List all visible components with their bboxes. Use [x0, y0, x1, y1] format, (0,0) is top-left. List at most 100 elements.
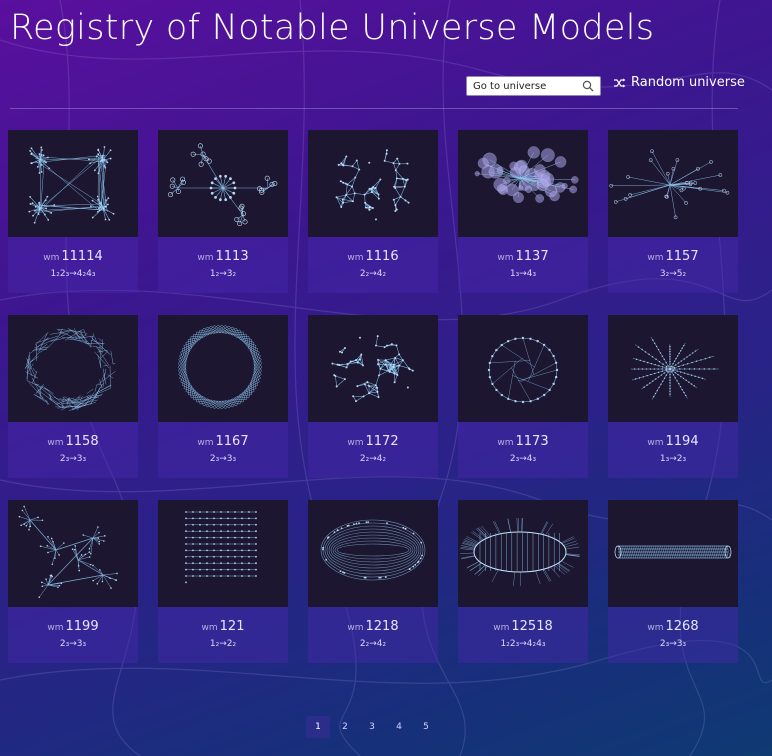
- pagination: 1 2 3 4 5: [306, 716, 441, 738]
- universe-rule-signature: 2₃→3₃: [659, 639, 687, 649]
- universe-prefix: wm: [197, 253, 214, 263]
- universe-rule-signature: 1₂→2₂: [209, 639, 237, 649]
- universe-number: 1218: [365, 619, 399, 634]
- universe-prefix: wm: [47, 438, 64, 448]
- universe-thumbnail[interactable]: [8, 130, 138, 237]
- universe-card-1157[interactable]: wm 1157 3₂→5₂: [608, 130, 738, 293]
- universe-thumbnail[interactable]: [158, 130, 288, 237]
- universe-card-1113[interactable]: wm 1113 1₂→3₂: [158, 130, 288, 293]
- universe-rule-signature: 2₃→3₃: [59, 454, 87, 464]
- universe-thumbnail[interactable]: [608, 130, 738, 237]
- universe-id: wm 11114: [8, 249, 138, 266]
- universe-thumbnail[interactable]: [8, 500, 138, 607]
- universe-prefix: wm: [647, 438, 664, 448]
- page-button-2[interactable]: 2: [342, 722, 348, 732]
- universe-thumbnail[interactable]: [608, 315, 738, 422]
- universe-card-121[interactable]: wm 121 1₂→2₂: [158, 500, 288, 663]
- universe-card-info: wm 1157 3₂→5₂: [608, 237, 738, 293]
- universe-card-1137[interactable]: wm 1137 1₃→4₃: [458, 130, 588, 293]
- shuffle-icon: [614, 78, 626, 87]
- universe-prefix: wm: [497, 438, 514, 448]
- universe-rule-signature: 2₃→3₃: [209, 454, 237, 464]
- universe-number: 1157: [665, 249, 699, 264]
- universe-rule-signature: 1₂→3₂: [209, 269, 237, 279]
- universe-card-12518[interactable]: wm 12518 1₂2₃→4₂4₃: [458, 500, 588, 663]
- universe-card-1199[interactable]: wm 1199 2₃→3₃: [8, 500, 138, 663]
- universe-card-1158[interactable]: wm 1158 2₃→3₃: [8, 315, 138, 478]
- universe-card-1173[interactable]: wm 1173 2₃→4₃: [458, 315, 588, 478]
- universe-rule-signature: 2₃→4₃: [509, 454, 537, 464]
- universe-number: 1167: [215, 434, 249, 449]
- universe-thumbnail[interactable]: [8, 315, 138, 422]
- universe-number: 1137: [515, 249, 549, 264]
- page-button-5[interactable]: 5: [423, 722, 429, 732]
- universe-prefix: wm: [497, 253, 514, 263]
- universe-prefix: wm: [347, 623, 364, 633]
- universe-thumbnail[interactable]: [308, 315, 438, 422]
- universe-card-info: wm 11114 1₂2₃→4₂4₃: [8, 237, 138, 293]
- universe-number: 1194: [665, 434, 699, 449]
- universe-prefix: wm: [647, 623, 664, 633]
- page-button-4[interactable]: 4: [396, 722, 402, 732]
- universe-id: wm 1172: [308, 434, 438, 451]
- universe-id: wm 1167: [158, 434, 288, 451]
- universe-id: wm 1194: [608, 434, 738, 451]
- universe-id: wm 1218: [308, 619, 438, 636]
- universe-card-1116[interactable]: wm 1116 2₂→4₂: [308, 130, 438, 293]
- universe-card-1194[interactable]: wm 1194 1₃→2₃: [608, 315, 738, 478]
- universe-prefix: wm: [647, 253, 664, 263]
- universe-number: 1268: [665, 619, 699, 634]
- search-icon[interactable]: [582, 80, 594, 92]
- page-button-1[interactable]: 1: [306, 716, 330, 738]
- universe-prefix: wm: [201, 623, 218, 633]
- universe-rule-signature: 3₂→5₂: [659, 269, 687, 279]
- universe-rule-signature: 1₃→4₃: [509, 269, 537, 279]
- universe-rule-signature: 2₂→4₂: [359, 269, 387, 279]
- universe-card-info: wm 1218 2₂→4₂: [308, 607, 438, 663]
- page-button-3[interactable]: 3: [369, 722, 375, 732]
- universe-card-info: wm 1137 1₃→4₃: [458, 237, 588, 293]
- universe-card-info: wm 1172 2₂→4₂: [308, 422, 438, 478]
- universe-rule-signature: 2₂→4₂: [359, 639, 387, 649]
- universe-thumbnail[interactable]: [308, 500, 438, 607]
- universe-thumbnail[interactable]: [458, 130, 588, 237]
- universe-id: wm 1113: [158, 249, 288, 266]
- universe-thumbnail[interactable]: [158, 315, 288, 422]
- universe-thumbnail[interactable]: [308, 130, 438, 237]
- universe-card-1167[interactable]: wm 1167 2₃→3₃: [158, 315, 288, 478]
- universe-number: 1116: [365, 249, 399, 264]
- universe-id: wm 1157: [608, 249, 738, 266]
- universe-prefix: wm: [197, 438, 214, 448]
- universe-card-1268[interactable]: wm 1268 2₃→3₃: [608, 500, 738, 663]
- universe-card-info: wm 1268 2₃→3₃: [608, 607, 738, 663]
- universe-card-info: wm 1113 1₂→3₂: [158, 237, 288, 293]
- universe-number: 1199: [65, 619, 99, 634]
- universe-prefix: wm: [347, 438, 364, 448]
- universe-card-1218[interactable]: wm 1218 2₂→4₂: [308, 500, 438, 663]
- universe-prefix: wm: [493, 623, 510, 633]
- universe-card-info: wm 1199 2₃→3₃: [8, 607, 138, 663]
- universe-thumbnail[interactable]: [458, 500, 588, 607]
- universe-prefix: wm: [43, 253, 60, 263]
- universe-thumbnail[interactable]: [608, 500, 738, 607]
- go-to-universe-input[interactable]: [473, 80, 581, 92]
- universe-id: wm 1137: [458, 249, 588, 266]
- universe-thumbnail[interactable]: [158, 500, 288, 607]
- universe-number: 11114: [61, 249, 103, 264]
- universe-rule-signature: 2₂→4₂: [359, 454, 387, 464]
- universe-thumbnail[interactable]: [458, 315, 588, 422]
- universe-number: 12518: [511, 619, 553, 634]
- universe-card-11114[interactable]: wm 11114 1₂2₃→4₂4₃: [8, 130, 138, 293]
- universe-prefix: wm: [347, 253, 364, 263]
- universe-id: wm 1173: [458, 434, 588, 451]
- random-universe-button[interactable]: Random universe: [614, 75, 745, 90]
- universe-number: 1172: [365, 434, 399, 449]
- universe-id: wm 121: [158, 619, 288, 636]
- universe-id: wm 1116: [308, 249, 438, 266]
- search-box[interactable]: [466, 76, 601, 96]
- universe-card-info: wm 1194 1₃→2₃: [608, 422, 738, 478]
- universe-card-info: wm 1158 2₃→3₃: [8, 422, 138, 478]
- header-divider: [10, 108, 738, 109]
- universe-card-1172[interactable]: wm 1172 2₂→4₂: [308, 315, 438, 478]
- universe-number: 1113: [215, 249, 249, 264]
